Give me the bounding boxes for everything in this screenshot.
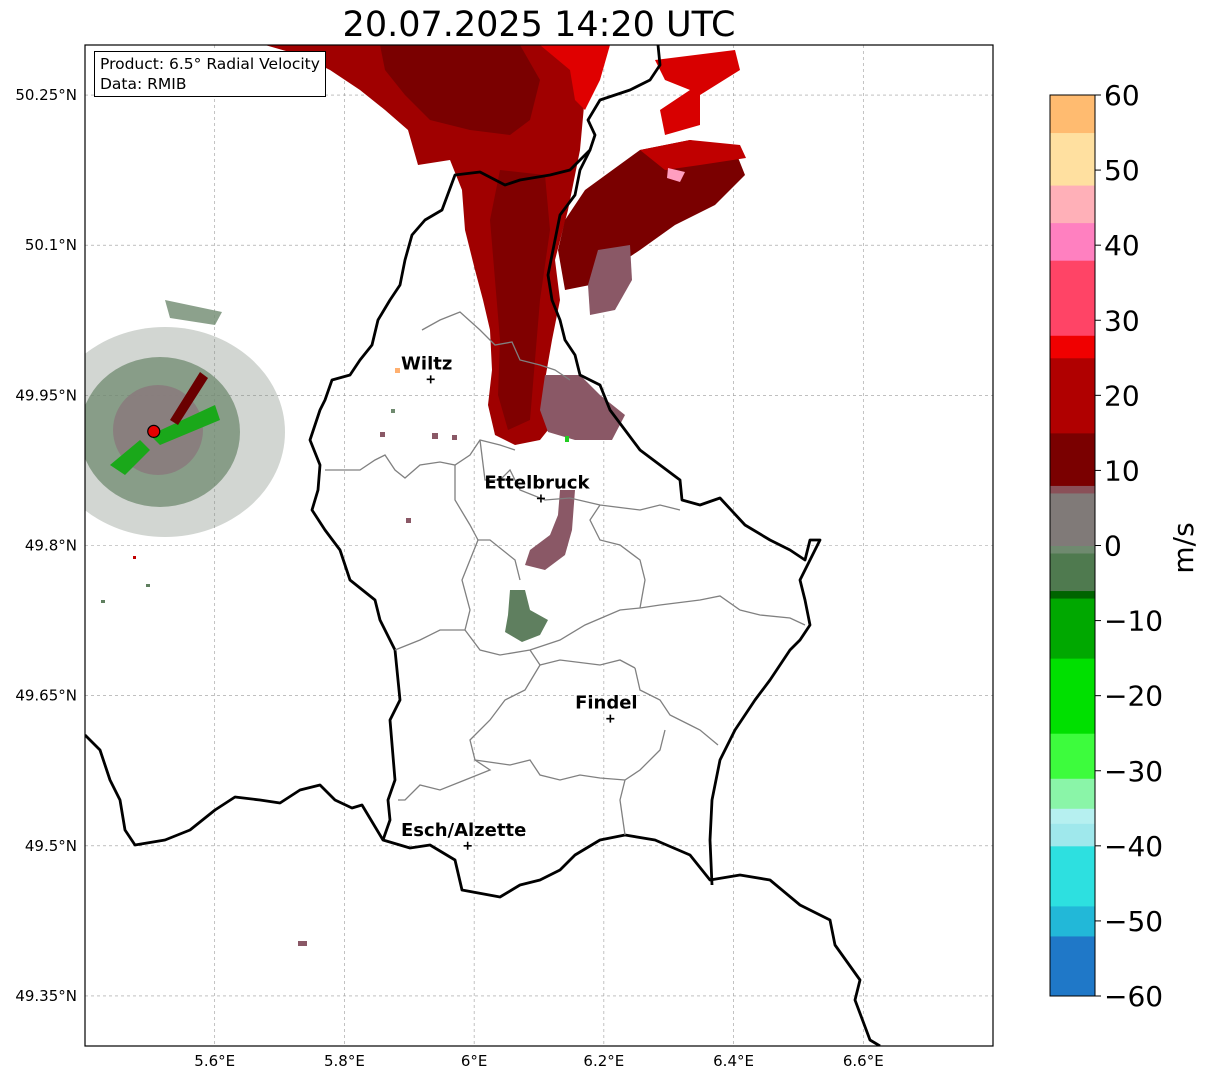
city-marker [463, 841, 472, 850]
colorbar-segment [1050, 492, 1095, 546]
colorbar-segment [1050, 185, 1095, 224]
gridlines [85, 45, 993, 1046]
echo-zero-mid [540, 375, 625, 440]
city-label: Esch/Alzette [401, 820, 526, 841]
colorbar-tick-label: −40 [1104, 830, 1163, 863]
echo-ne-edge [640, 140, 746, 170]
district-borders [325, 311, 806, 836]
colorbar-tick-label: 50 [1104, 154, 1140, 187]
echo-top-bright [540, 45, 610, 110]
echo-ne-band [558, 140, 745, 290]
colorbar-segment [1050, 845, 1095, 907]
city-label: Ettelbruck [484, 472, 590, 493]
colorbar-tick-label: 0 [1104, 530, 1122, 563]
echo-top-right [655, 50, 740, 135]
colorbar-segment [1050, 485, 1095, 494]
colorbar-segment [1050, 132, 1095, 186]
colorbar-segment [1050, 733, 1095, 779]
colorbar-tick-labels: 60 50 40 30 20 10 0 −10 −20 −30 −40 −50 −60 [1095, 79, 1163, 1013]
y-tick-label: 50.1°N [25, 236, 77, 254]
x-tick-labels: 5.6°E 5.8°E 6°E 6.2°E 6.4°E 6.6°E [194, 1052, 883, 1070]
country-borders [85, 45, 881, 1046]
colorbar-segment [1050, 823, 1095, 847]
x-tick-label: 6°E [461, 1052, 488, 1070]
colorbar-segment [1050, 935, 1095, 997]
colorbar-segment [1050, 658, 1095, 734]
echo-column-core [490, 170, 550, 430]
echo-ne-pink [667, 168, 685, 182]
product-text: Product: 6.5° Radial Velocity [100, 55, 320, 73]
product-info-box: Product: 6.5° Radial Velocity Data: RMIB [94, 51, 326, 97]
colorbar-segment [1050, 260, 1095, 336]
colorbar-segment [1050, 335, 1095, 359]
echo-north-core [380, 45, 540, 135]
city-marker [536, 494, 545, 503]
y-tick-label: 49.65°N [15, 687, 77, 705]
colorbar-segment [1050, 905, 1095, 937]
colorbar-tick-label: 60 [1104, 79, 1140, 112]
colorbar-tick-label: 10 [1104, 454, 1140, 487]
data-source-text: Data: RMIB [100, 75, 187, 93]
x-tick-label: 5.6°E [194, 1052, 235, 1070]
colorbar-segment [1050, 432, 1095, 486]
colorbar-segment [1050, 598, 1095, 659]
colorbar-segment [1050, 545, 1095, 554]
colorbar-segment [1050, 95, 1095, 134]
colorbar-segment [1050, 808, 1095, 824]
plot-frame [84, 44, 994, 1047]
colorbar-tick-label: 30 [1104, 304, 1140, 337]
colorbar-tick-label: −30 [1104, 755, 1163, 788]
y-tick-labels: 50.25°N 50.1°N 49.95°N 49.8°N 49.65°N 49.5°N 4… [15, 86, 77, 1005]
echo-ettelbruck-strip [525, 490, 575, 570]
colorbar-segment [1050, 222, 1095, 261]
ground-clutter [85, 300, 285, 537]
colorbar-segment [1050, 590, 1095, 599]
x-tick-label: 6.6°E [843, 1052, 884, 1070]
city-markers: Wiltz Ettelbruck Findel Esch/Alzette [401, 353, 638, 850]
x-tick-label: 6.4°E [713, 1052, 754, 1070]
colorbar-tick-label: 20 [1104, 379, 1140, 412]
colorbar-segment [1050, 357, 1095, 434]
echo-zero-ne [588, 245, 632, 315]
y-tick-label: 49.5°N [25, 837, 77, 855]
x-tick-label: 5.8°E [324, 1052, 365, 1070]
map-title: 20.07.2025 14:20 UTC [342, 5, 736, 45]
colorbar-segment [1050, 553, 1095, 592]
city-label: Findel [575, 693, 638, 714]
echo-green-patch [505, 590, 548, 642]
city-label: Wiltz [401, 353, 452, 374]
colorbar-tick-label: 40 [1104, 229, 1140, 262]
colorbar-tick-label: −60 [1104, 980, 1163, 1013]
radar-echoes [85, 45, 746, 946]
y-tick-label: 49.95°N [15, 386, 77, 404]
colorbar [1050, 95, 1095, 997]
city-marker [426, 375, 435, 384]
colorbar-tick-label: −20 [1104, 680, 1163, 713]
colorbar-tick-label: −10 [1104, 605, 1163, 638]
x-tick-label: 6.2°E [583, 1052, 624, 1070]
y-tick-label: 50.25°N [15, 86, 77, 104]
colorbar-tick-label: −50 [1104, 905, 1163, 938]
y-tick-label: 49.35°N [15, 987, 77, 1005]
city-marker [606, 714, 615, 723]
colorbar-segment [1050, 778, 1095, 809]
colorbar-unit: m/s [1167, 522, 1200, 573]
y-tick-label: 49.8°N [25, 537, 77, 555]
radar-site-marker [147, 424, 161, 438]
